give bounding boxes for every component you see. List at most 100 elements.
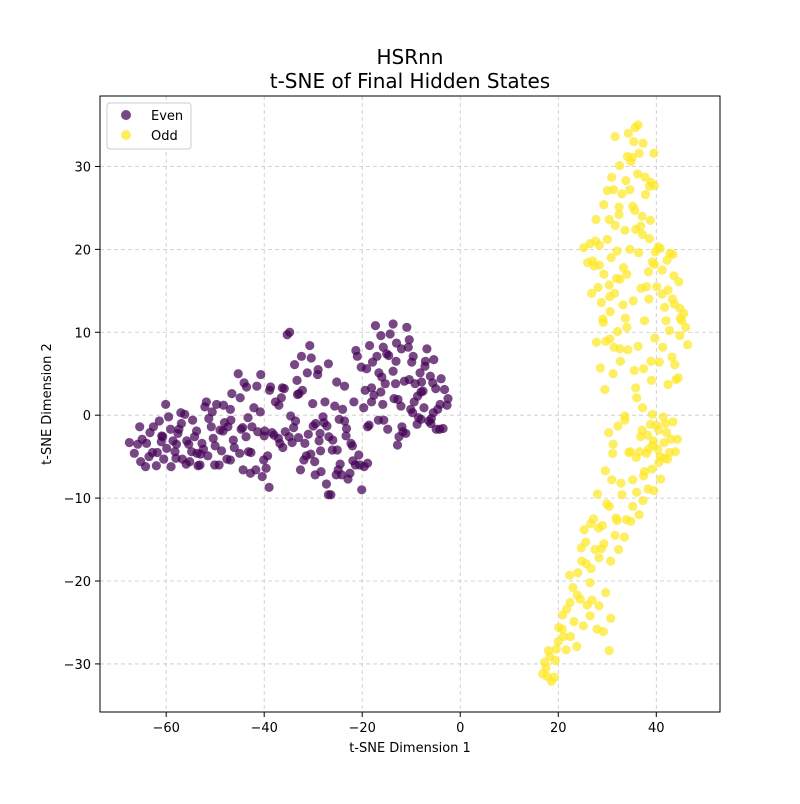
data-point-odd <box>628 296 638 306</box>
data-point-odd <box>658 412 668 422</box>
data-point-even <box>324 432 334 442</box>
data-point-even <box>246 447 256 458</box>
plot-frame <box>99 95 721 713</box>
data-point-even <box>156 437 166 447</box>
data-point-even <box>165 424 176 434</box>
data-point-odd <box>638 471 649 481</box>
data-point-even <box>366 397 377 407</box>
data-point-odd <box>599 200 609 210</box>
data-point-odd <box>606 253 616 263</box>
data-point-odd <box>660 302 670 313</box>
data-point-odd <box>628 501 638 511</box>
data-point-even <box>247 422 257 432</box>
data-point-odd <box>648 436 658 446</box>
data-point-odd <box>616 478 626 488</box>
data-point-odd <box>576 543 586 553</box>
data-point-even <box>385 329 395 339</box>
data-point-even <box>376 387 386 397</box>
data-point-odd <box>620 411 630 421</box>
data-point-even <box>408 408 418 418</box>
data-point-even <box>409 397 419 407</box>
data-point-even <box>212 399 222 410</box>
data-point-odd <box>587 256 598 266</box>
data-point-even <box>327 445 337 455</box>
data-point-odd <box>605 306 615 317</box>
data-point-odd <box>622 151 632 162</box>
data-point-even <box>390 379 401 389</box>
legend-label-even: Even <box>151 109 183 124</box>
data-point-odd <box>621 175 631 186</box>
data-point-odd <box>613 544 624 555</box>
data-point-odd <box>666 434 676 444</box>
data-point-even <box>306 353 316 363</box>
data-point-even <box>236 424 246 434</box>
data-point-even <box>393 394 403 405</box>
data-point-even <box>349 397 359 407</box>
data-point-even <box>425 371 435 381</box>
data-point-odd <box>633 169 643 179</box>
data-point-odd <box>629 136 639 147</box>
data-point-odd <box>674 277 684 287</box>
data-point-even <box>367 357 378 367</box>
data-point-odd <box>604 214 614 225</box>
data-point-odd <box>601 588 611 598</box>
data-point-even <box>378 342 388 352</box>
data-point-odd <box>598 314 608 324</box>
data-point-odd <box>564 570 575 580</box>
data-point-odd <box>670 360 680 370</box>
series-odd <box>537 120 693 686</box>
data-point-odd <box>646 356 656 366</box>
data-point-odd <box>668 249 678 259</box>
data-point-odd <box>599 539 609 549</box>
data-point-even <box>256 369 266 380</box>
data-point-even <box>227 389 237 399</box>
data-point-odd <box>586 288 597 298</box>
data-point-even <box>285 327 295 337</box>
data-point-odd <box>675 331 685 341</box>
data-point-odd <box>592 489 603 499</box>
y-tick-label: 10 <box>74 326 91 341</box>
data-point-even <box>359 403 369 413</box>
data-point-even <box>332 377 342 387</box>
data-point-odd <box>594 601 604 611</box>
data-point-odd <box>607 172 617 182</box>
data-point-odd <box>661 316 671 326</box>
data-point-even <box>208 433 218 444</box>
data-point-even <box>252 381 262 391</box>
chart-title: HSRnn <box>377 45 444 69</box>
data-point-even <box>151 461 161 471</box>
data-point-odd <box>629 365 639 376</box>
data-point-even <box>300 438 310 448</box>
data-point-odd <box>610 132 620 142</box>
data-point-even <box>133 439 143 449</box>
data-point-odd <box>645 419 656 429</box>
data-point-odd <box>605 292 615 302</box>
data-point-even <box>321 479 332 489</box>
data-point-even <box>292 375 302 385</box>
data-point-odd <box>639 316 650 326</box>
data-point-odd <box>637 403 648 413</box>
data-point-odd <box>599 269 609 279</box>
data-point-odd <box>606 556 616 566</box>
data-point-even <box>207 407 217 417</box>
data-point-odd <box>634 510 644 520</box>
data-point-odd <box>632 487 642 497</box>
data-point-odd <box>598 626 608 637</box>
data-point-odd <box>604 280 614 290</box>
data-point-even <box>235 448 245 458</box>
data-point-odd <box>614 161 625 171</box>
data-point-even <box>398 427 408 437</box>
data-point-even <box>399 376 409 386</box>
x-tick-label: 20 <box>550 721 567 736</box>
data-point-even <box>388 366 398 376</box>
data-point-odd <box>593 282 603 293</box>
data-point-even <box>320 397 330 407</box>
data-point-even <box>334 414 344 424</box>
data-point-odd <box>647 257 657 267</box>
data-point-odd <box>561 645 571 655</box>
legend-marker-even <box>121 110 131 120</box>
data-point-even <box>166 461 176 472</box>
data-point-odd <box>550 655 560 666</box>
data-point-even <box>419 403 429 413</box>
data-point-even <box>407 357 417 367</box>
